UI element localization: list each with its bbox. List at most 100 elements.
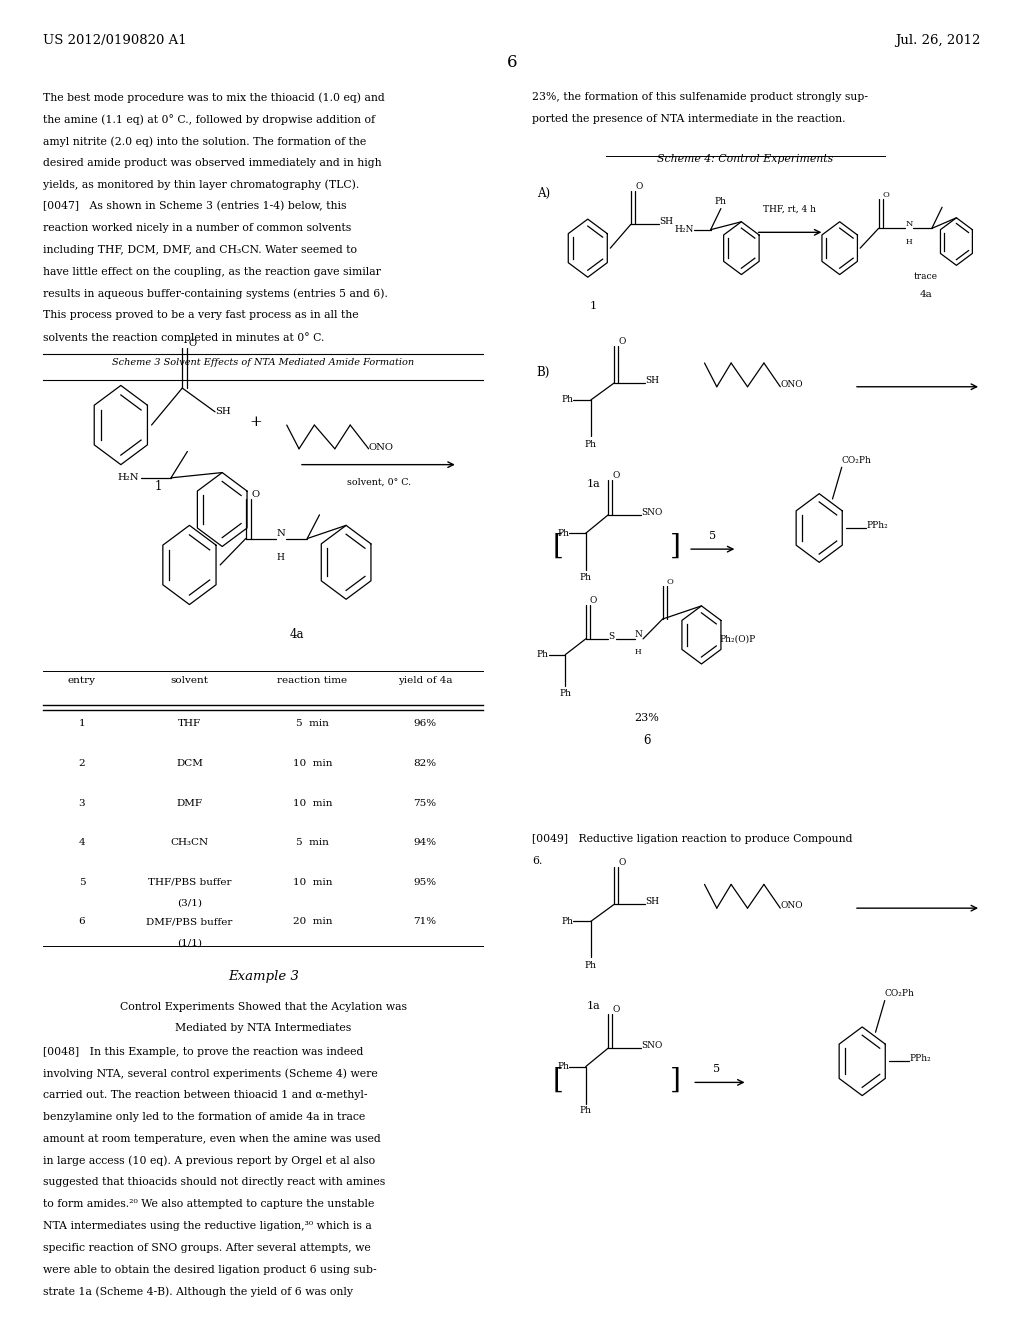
Text: benzylamine only led to the formation of amide 4a in trace: benzylamine only led to the formation of… [43, 1111, 366, 1122]
Text: O: O [612, 471, 620, 480]
Text: US 2012/0190820 A1: US 2012/0190820 A1 [43, 34, 186, 48]
Text: Ph: Ph [561, 917, 573, 925]
Text: O: O [618, 858, 626, 867]
Text: (1/1): (1/1) [177, 939, 202, 948]
Text: have little effect on the coupling, as the reaction gave similar: have little effect on the coupling, as t… [43, 267, 381, 277]
Text: O: O [883, 191, 890, 199]
Text: DMF: DMF [176, 799, 203, 808]
Text: 20  min: 20 min [293, 917, 332, 927]
Text: 5: 5 [714, 1064, 720, 1074]
Text: strate 1a (Scheme 4-B). Although the yield of 6 was only: strate 1a (Scheme 4-B). Although the yie… [43, 1286, 353, 1298]
Text: Scheme 3 Solvent Effects of NTA Mediated Amide Formation: Scheme 3 Solvent Effects of NTA Mediated… [112, 358, 415, 367]
Text: O: O [252, 490, 260, 499]
Text: H₂N: H₂N [675, 226, 694, 234]
Text: SH: SH [645, 898, 659, 906]
Text: to form amides.²⁰ We also attempted to capture the unstable: to form amides.²⁰ We also attempted to c… [43, 1199, 375, 1209]
Text: +: + [250, 416, 262, 429]
Text: 6: 6 [643, 734, 651, 747]
Text: ONO: ONO [369, 444, 393, 451]
Text: [0048]   In this Example, to prove the reaction was indeed: [0048] In this Example, to prove the rea… [43, 1047, 364, 1057]
Text: ]: ] [670, 1067, 681, 1093]
Text: H: H [635, 648, 641, 656]
Text: including THF, DCM, DMF, and CH₃CN. Water seemed to: including THF, DCM, DMF, and CH₃CN. Wate… [43, 244, 357, 255]
Text: were able to obtain the desired ligation product 6 using sub-: were able to obtain the desired ligation… [43, 1265, 377, 1275]
Text: Control Experiments Showed that the Acylation was: Control Experiments Showed that the Acyl… [120, 1002, 407, 1012]
Text: ported the presence of NTA intermediate in the reaction.: ported the presence of NTA intermediate … [532, 114, 846, 124]
Text: O: O [612, 1005, 620, 1014]
Text: N: N [905, 220, 912, 228]
Text: 82%: 82% [414, 759, 436, 768]
Text: 5: 5 [710, 531, 716, 541]
Text: 75%: 75% [414, 799, 436, 808]
Text: S: S [608, 632, 614, 640]
Text: 5  min: 5 min [296, 719, 329, 729]
Text: [: [ [552, 533, 563, 560]
Text: 3: 3 [79, 799, 85, 808]
Text: [: [ [552, 1067, 563, 1093]
Text: SNO: SNO [641, 508, 663, 516]
Text: 4a: 4a [920, 290, 932, 300]
Text: O: O [618, 337, 626, 346]
Text: results in aqueous buffer-containing systems (entries 5 and 6).: results in aqueous buffer-containing sys… [43, 288, 388, 300]
Text: Mediated by NTA Intermediates: Mediated by NTA Intermediates [175, 1023, 351, 1034]
Text: H: H [276, 553, 285, 561]
Text: 5: 5 [79, 878, 85, 887]
Text: 96%: 96% [414, 719, 436, 729]
Text: O: O [636, 182, 643, 191]
Text: DMF/PBS buffer: DMF/PBS buffer [146, 917, 232, 927]
Text: 6: 6 [507, 54, 517, 71]
Text: SH: SH [645, 376, 659, 384]
Text: 94%: 94% [414, 838, 436, 847]
Text: H: H [905, 238, 911, 246]
Text: amyl nitrite (2.0 eq) into the solution. The formation of the: amyl nitrite (2.0 eq) into the solution.… [43, 136, 367, 147]
Text: SH: SH [659, 218, 674, 226]
Text: the amine (1.1 eq) at 0° C., followed by dropwise addition of: the amine (1.1 eq) at 0° C., followed by… [43, 114, 375, 125]
Text: Ph: Ph [537, 651, 549, 659]
Text: N: N [276, 529, 286, 537]
Text: yields, as monitored by thin layer chromatography (TLC).: yields, as monitored by thin layer chrom… [43, 180, 359, 190]
Text: solvent, 0° C.: solvent, 0° C. [347, 478, 411, 487]
Text: 10  min: 10 min [293, 878, 332, 887]
Text: Ph: Ph [715, 197, 727, 206]
Text: Ph: Ph [559, 689, 571, 698]
Text: suggested that thioacids should not directly react with amines: suggested that thioacids should not dire… [43, 1177, 385, 1188]
Text: Ph: Ph [585, 440, 597, 449]
Text: NTA intermediates using the reductive ligation,³⁰ which is a: NTA intermediates using the reductive li… [43, 1221, 372, 1232]
Text: Ph: Ph [557, 1063, 569, 1071]
Text: CO₂Ph: CO₂Ph [885, 989, 914, 998]
Text: Scheme 4: Control Experiments: Scheme 4: Control Experiments [657, 154, 834, 165]
Text: 1a: 1a [587, 1001, 601, 1011]
Text: Ph: Ph [561, 396, 573, 404]
Text: 1: 1 [155, 480, 163, 494]
Text: 4: 4 [79, 838, 85, 847]
Text: [0049]   Reductive ligation reaction to produce Compound: [0049] Reductive ligation reaction to pr… [532, 834, 853, 845]
Text: reaction time: reaction time [278, 676, 347, 685]
Text: reaction worked nicely in a number of common solvents: reaction worked nicely in a number of co… [43, 223, 351, 234]
Text: solvents the reaction completed in minutes at 0° C.: solvents the reaction completed in minut… [43, 331, 325, 343]
Text: 6: 6 [79, 917, 85, 927]
Text: desired amide product was observed immediately and in high: desired amide product was observed immed… [43, 158, 382, 168]
Text: 6.: 6. [532, 857, 543, 866]
Text: 95%: 95% [414, 878, 436, 887]
Text: THF: THF [178, 719, 201, 729]
Text: ONO: ONO [780, 902, 803, 909]
Text: THF/PBS buffer: THF/PBS buffer [147, 878, 231, 887]
Text: 23%: 23% [635, 713, 659, 723]
Text: SNO: SNO [641, 1041, 663, 1049]
Text: This process proved to be a very fast process as in all the: This process proved to be a very fast pr… [43, 310, 358, 321]
Text: CH₃CN: CH₃CN [170, 838, 209, 847]
Text: amount at room temperature, even when the amine was used: amount at room temperature, even when th… [43, 1134, 381, 1144]
Text: Ph: Ph [585, 961, 597, 970]
Text: 10  min: 10 min [293, 799, 332, 808]
Text: [0047]   As shown in Scheme 3 (entries 1-4) below, this: [0047] As shown in Scheme 3 (entries 1-4… [43, 201, 346, 211]
Text: 1a: 1a [587, 479, 601, 490]
Text: PPh₂: PPh₂ [866, 521, 888, 529]
Text: 71%: 71% [414, 917, 436, 927]
Text: O: O [590, 595, 597, 605]
Text: carried out. The reaction between thioacid 1 and α-methyl-: carried out. The reaction between thioac… [43, 1090, 368, 1101]
Text: Jul. 26, 2012: Jul. 26, 2012 [896, 34, 981, 48]
Text: PPh₂: PPh₂ [909, 1055, 931, 1063]
Text: Ph₂(O)P: Ph₂(O)P [720, 635, 756, 644]
Text: 23%, the formation of this sulfenamide product strongly sup-: 23%, the formation of this sulfenamide p… [532, 92, 868, 103]
Text: N: N [635, 631, 643, 639]
